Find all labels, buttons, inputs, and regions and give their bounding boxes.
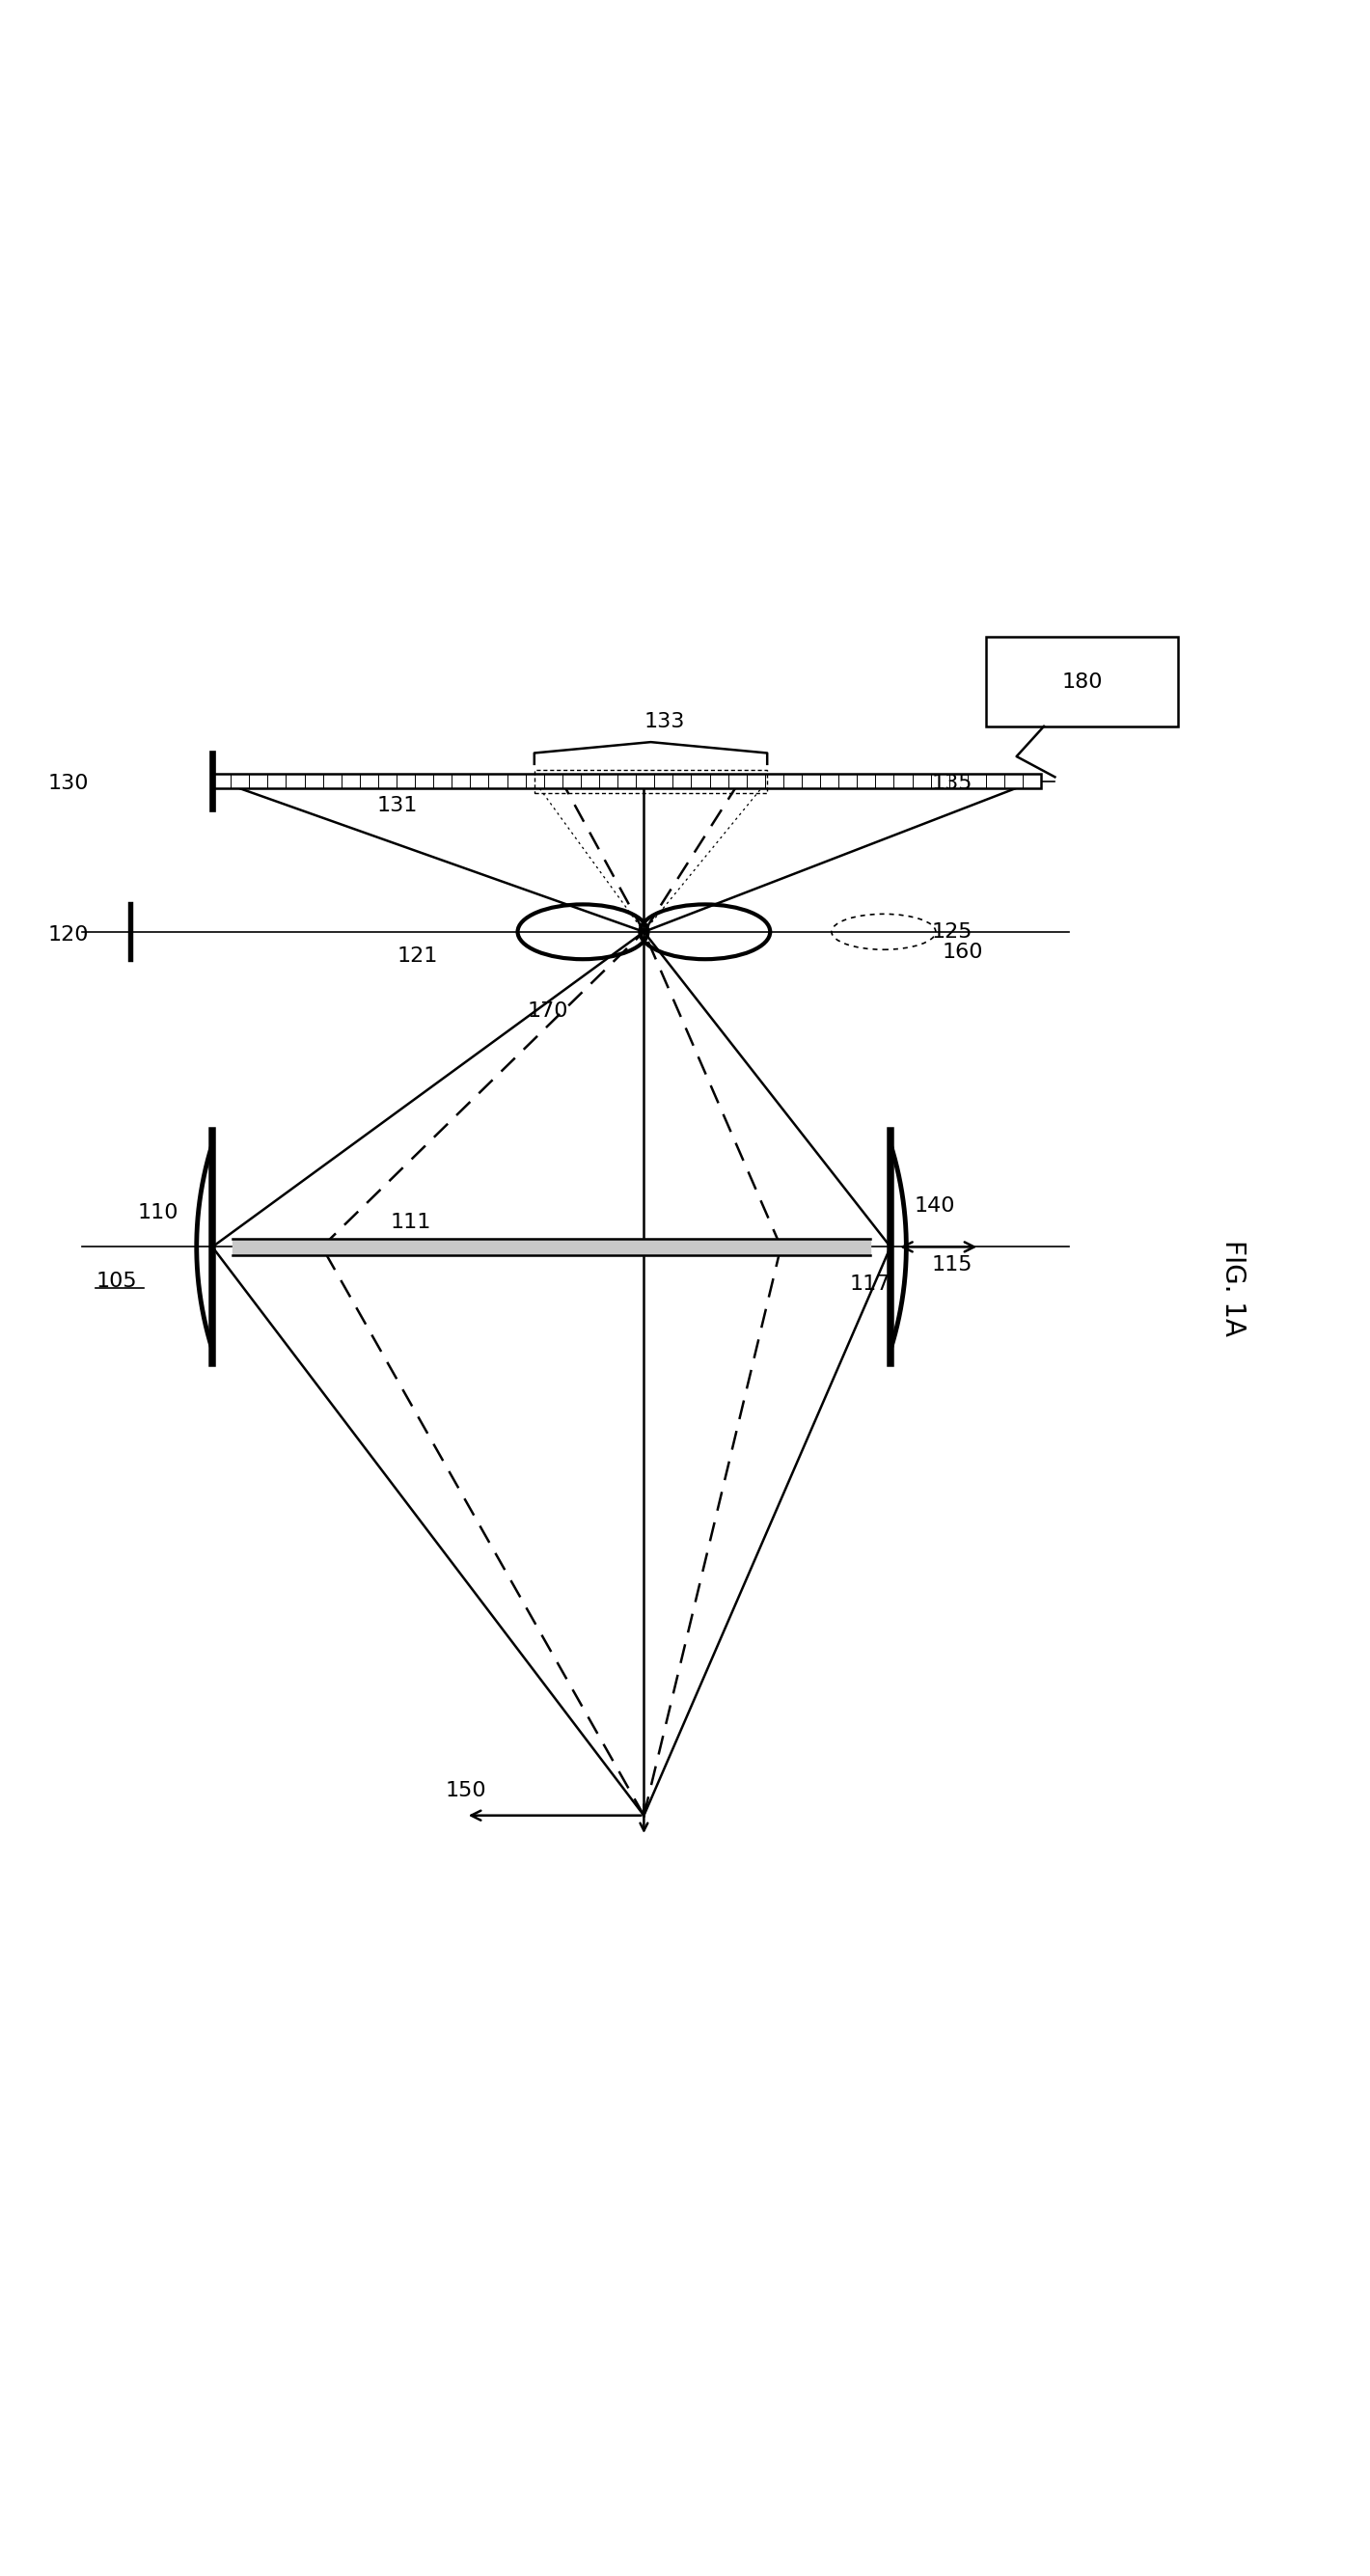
Bar	[986, 636, 1178, 726]
Text: 133: 133	[644, 711, 685, 732]
Text: 121: 121	[397, 948, 438, 966]
Text: 131: 131	[377, 796, 418, 817]
Text: 140: 140	[914, 1195, 955, 1216]
Text: 125: 125	[932, 922, 973, 940]
Text: 115: 115	[932, 1255, 973, 1275]
Text: 150: 150	[445, 1780, 486, 1801]
Text: 170: 170	[527, 1002, 569, 1020]
Text: 105: 105	[96, 1273, 137, 1291]
Text: 111: 111	[390, 1213, 432, 1231]
Bar	[534, 770, 767, 793]
Text: 117: 117	[849, 1275, 890, 1293]
Bar	[212, 773, 1041, 788]
Text: 135: 135	[932, 775, 973, 793]
Text: 120: 120	[48, 925, 89, 945]
Text: FIG. 1A: FIG. 1A	[1219, 1239, 1247, 1337]
Text: 160: 160	[943, 943, 984, 961]
Text: 130: 130	[48, 775, 89, 793]
Text: 110: 110	[137, 1203, 178, 1221]
Text: 180: 180	[1062, 672, 1103, 690]
